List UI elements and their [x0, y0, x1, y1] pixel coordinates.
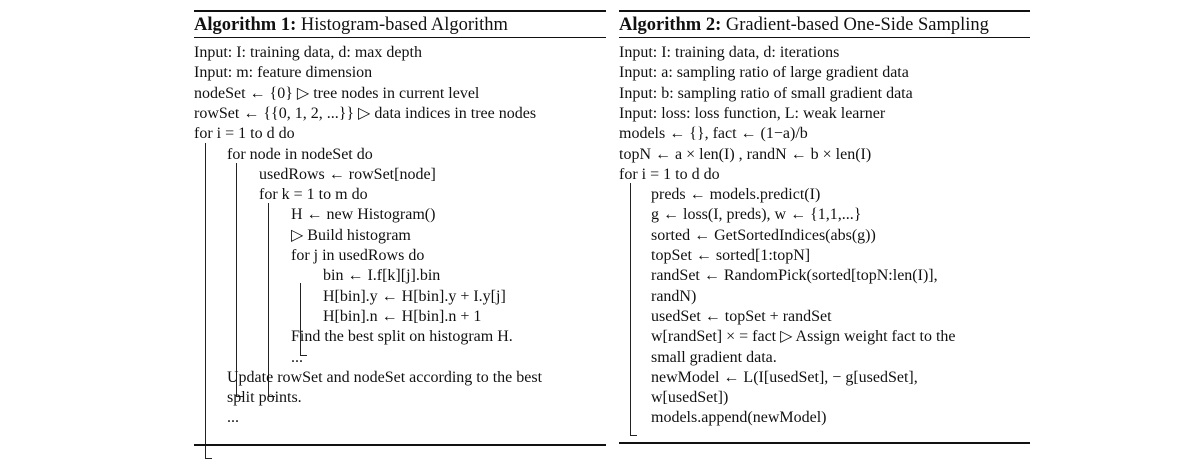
code-line: nodeSet ← {0} ▷ tree nodes in current le… [194, 84, 480, 102]
algorithm-1-label: Algorithm 1: [194, 15, 297, 35]
algorithm-2-label: Algorithm 2: [619, 15, 722, 35]
scope-end-for-k [268, 396, 275, 397]
top-rule [619, 10, 1030, 12]
algorithm-2-body: Input: I: training data, d: iterations In… [619, 38, 1030, 438]
algorithm-1-body: Input: I: training data, d: max depth Inp… [194, 38, 606, 459]
scope-line-for-i [630, 183, 631, 435]
code-line: models.append(newModel) [651, 409, 827, 427]
scope-end-for-j [300, 355, 307, 356]
code-line: w[randSet] × = fact ▷ Assign weight fact… [651, 328, 956, 346]
bottom-rule [619, 442, 1030, 444]
code-line: ... [227, 409, 239, 427]
scope-line-for-i [205, 143, 206, 458]
header-rule [619, 37, 1030, 38]
code-line: H[bin].n ← H[bin].n + 1 [323, 307, 482, 325]
code-line: ... [291, 348, 303, 366]
code-line: Input: loss: loss function, L: weak lear… [619, 104, 886, 122]
scope-line-for-node [236, 163, 237, 396]
code-line: for i = 1 to d do [194, 125, 295, 143]
scope-line-for-j [300, 283, 301, 355]
scope-end-for-i [630, 435, 637, 436]
code-line: usedRows ← rowSet[node] [259, 165, 436, 183]
code-line: for j in usedRows do [291, 247, 425, 264]
code-line: topN ← a × len(I) , randN ← b × len(I) [619, 145, 872, 163]
code-line: Input: I: training data, d: iterations [619, 44, 840, 61]
code-line: w[usedSet]) [651, 389, 729, 407]
scope-line-for-k [268, 203, 269, 396]
code-line: Input: m: feature dimension [194, 64, 373, 82]
code-line: g ← loss(I, preds), w ← {1,1,...} [651, 206, 862, 224]
code-line: for k = 1 to m do [259, 186, 368, 204]
code-line: Input: a: sampling ratio of large gradie… [619, 64, 909, 82]
code-line: rowSet ← {{0, 1, 2, ...}} ▷ data indices… [194, 104, 537, 122]
code-line: randSet ← RandomPick(sorted[topN:len(I)]… [651, 267, 938, 285]
code-line: sorted ← GetSortedIndices(abs(g)) [651, 226, 876, 244]
code-line: bin ← I.f[k][j].bin [323, 267, 441, 285]
algorithm-1-box: Algorithm 1: Histogram-based Algorithm I… [194, 10, 606, 459]
code-line: for i = 1 to d do [619, 165, 720, 183]
code-line: for node in nodeSet do [227, 145, 373, 163]
algorithm-2-heading: Algorithm 2: Gradient-based One-Side Sam… [619, 12, 1030, 37]
code-line: models ← {}, fact ← (1−a)/b [619, 125, 808, 143]
code-line: newModel ← L(I[usedSet], − g[usedSet], [651, 368, 918, 386]
code-line: Input: b: sampling ratio of small gradie… [619, 84, 913, 102]
code-line: topSet ← sorted[1:topN] [651, 247, 811, 264]
algorithm-2-box: Algorithm 2: Gradient-based One-Side Sam… [619, 10, 1030, 444]
code-line: split points. [227, 389, 302, 407]
header-rule [194, 37, 606, 38]
code-line: H ← new Histogram() [291, 206, 436, 224]
code-line: randN) [651, 287, 697, 305]
code-line: H[bin].y ← H[bin].y + I.y[j] [323, 287, 506, 305]
code-line: small gradient data. [651, 348, 777, 366]
code-line: Input: I: training data, d: max depth [194, 44, 422, 61]
scope-end-for-node [236, 396, 243, 397]
code-line: preds ← models.predict(I) [651, 186, 821, 204]
top-rule [194, 10, 606, 12]
code-line: ▷ Build histogram [291, 226, 411, 244]
code-line: usedSet ← topSet + randSet [651, 307, 832, 325]
code-line: Update rowSet and nodeSet according to t… [227, 368, 543, 386]
scope-end-for-i [205, 458, 212, 459]
code-line: Find the best split on histogram H. [291, 328, 513, 346]
algorithm-2-title: Gradient-based One-Side Sampling [725, 15, 989, 35]
bottom-rule [194, 444, 606, 446]
algorithm-1-heading: Algorithm 1: Histogram-based Algorithm [194, 12, 606, 37]
algorithm-1-title: Histogram-based Algorithm [300, 15, 508, 35]
